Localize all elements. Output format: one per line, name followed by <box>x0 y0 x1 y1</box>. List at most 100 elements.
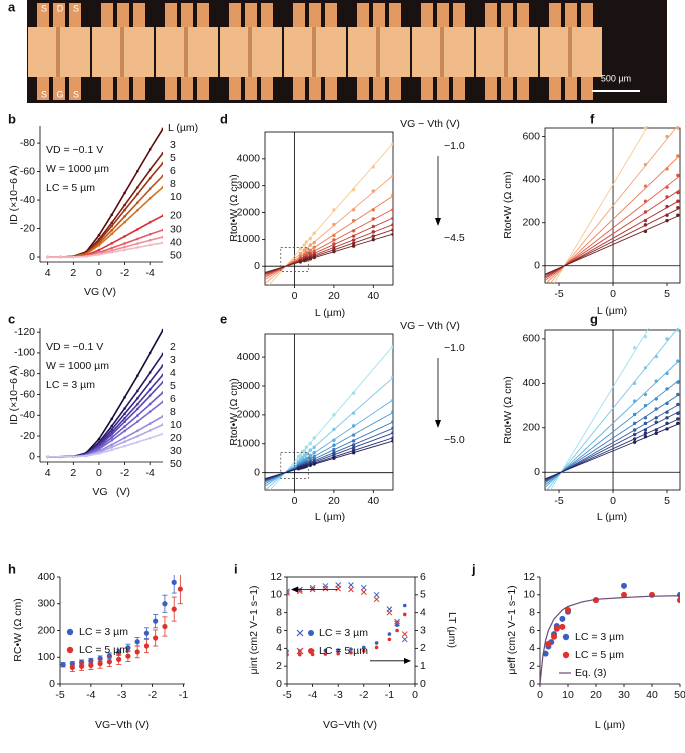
data-point <box>676 199 680 203</box>
x-tick-label: 0 <box>610 288 616 300</box>
data-point <box>676 173 680 178</box>
data-point <box>351 391 356 395</box>
y-tick-label: 8 <box>276 606 282 618</box>
data-point <box>97 243 101 247</box>
panel-label: f <box>590 111 595 126</box>
data-point <box>332 222 336 227</box>
y-axis-label: ID (×10−6 A) <box>8 165 20 225</box>
legend-marker <box>66 628 74 636</box>
data-point <box>123 444 126 448</box>
plot-area <box>545 328 680 490</box>
contact-pad <box>101 76 113 100</box>
data-point <box>97 661 103 667</box>
channel-gap <box>248 27 252 77</box>
data-point <box>391 216 393 221</box>
data-point <box>391 193 393 197</box>
data-point <box>322 585 329 592</box>
data-point <box>161 423 163 426</box>
x-axis-label: L (µm) <box>597 511 627 523</box>
data-point <box>374 645 379 650</box>
data-point <box>349 647 353 652</box>
data-point <box>371 230 376 234</box>
annotation: W = 1000 µm <box>46 163 109 175</box>
data-point <box>362 645 366 650</box>
x-axis-label: L (µm) <box>315 511 345 523</box>
data-point <box>351 229 356 233</box>
zoom-indicator <box>280 247 309 272</box>
data-point <box>643 428 648 432</box>
data-point <box>351 234 356 238</box>
legend-label: LC = 3 µm <box>79 626 128 638</box>
data-point <box>665 371 669 376</box>
legend-marker <box>296 629 304 637</box>
axis-arrowhead <box>404 657 411 664</box>
series-label: 6 <box>170 393 176 405</box>
fit-line <box>265 440 393 479</box>
series-label: 2 <box>170 341 176 353</box>
data-point <box>148 371 152 374</box>
data-point <box>136 192 139 196</box>
data-point <box>110 213 114 217</box>
data-point <box>312 240 316 245</box>
data-point <box>161 228 163 232</box>
x-tick-label: -2 <box>120 467 129 479</box>
data-point <box>136 242 139 245</box>
y-tick-label: 6 <box>529 624 535 636</box>
y2-tick-label: 1 <box>420 660 426 672</box>
data-point <box>110 251 114 254</box>
data-point <box>665 218 669 223</box>
data-point <box>116 656 122 662</box>
data-point <box>391 232 393 236</box>
plot-area <box>60 575 183 672</box>
y-tick-label: -100 <box>14 347 35 359</box>
x-tick-label: -2 <box>148 689 157 701</box>
panel: g -5 0 5 0 200 400 600 L (µm) Rtot•W (Ω cm) <box>502 311 681 523</box>
data-point <box>161 391 163 394</box>
data-point <box>621 591 627 598</box>
series-label: 3 <box>170 139 176 151</box>
data-point <box>391 398 393 403</box>
data-point <box>332 208 336 212</box>
data-point <box>148 429 152 432</box>
data-point <box>391 410 393 414</box>
legend-arrowhead <box>435 218 441 226</box>
data-point <box>643 334 648 339</box>
device <box>476 3 538 100</box>
x-tick-label: 30 <box>618 689 630 701</box>
plot-area <box>265 132 393 285</box>
y-tick-label: 0 <box>29 251 35 263</box>
data-point <box>123 407 126 410</box>
panel-label: a <box>8 0 16 14</box>
x-axis-label: VG <box>92 486 107 498</box>
contact-pad <box>165 3 177 27</box>
data-point <box>97 253 101 256</box>
contact-pad <box>133 3 145 27</box>
annotation: VD = −0.1 V <box>46 144 103 156</box>
plot-area <box>287 582 408 657</box>
data-point <box>373 591 380 598</box>
device <box>28 3 90 100</box>
data-point <box>632 428 637 432</box>
x-tick-label: 20 <box>328 495 340 507</box>
data-point <box>351 433 356 437</box>
data-point <box>391 439 393 443</box>
data-point <box>110 246 114 250</box>
axis-arrowhead <box>291 586 298 593</box>
data-point <box>336 651 341 656</box>
data-point <box>643 434 648 439</box>
channel-gap <box>376 27 380 77</box>
data-point <box>148 176 152 180</box>
data-point <box>287 588 290 595</box>
data-point <box>348 582 354 588</box>
data-point <box>387 632 392 636</box>
contact-pad <box>181 76 193 100</box>
contact-pad <box>293 76 305 100</box>
device <box>284 3 346 100</box>
data-point <box>665 213 669 217</box>
data-point <box>351 218 356 223</box>
data-point <box>676 205 680 210</box>
contact-pad <box>197 76 209 100</box>
data-point <box>148 232 152 236</box>
